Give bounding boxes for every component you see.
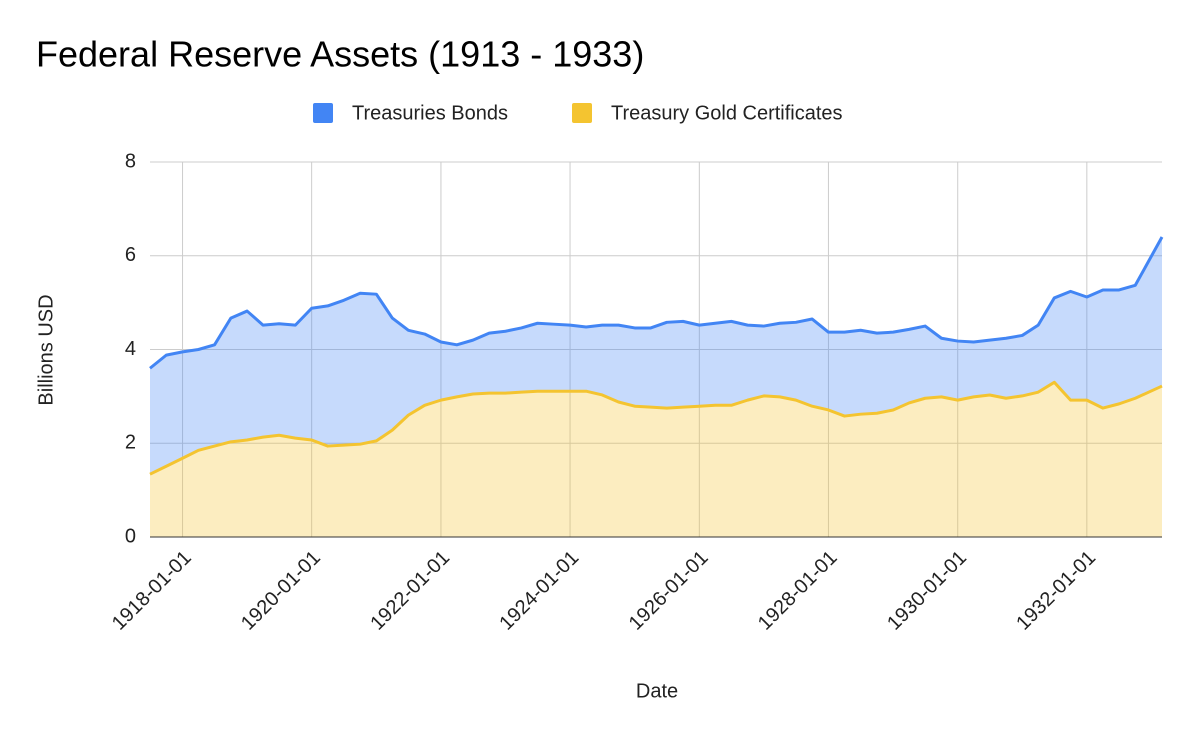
area-line (149, 236, 1164, 370)
x-tick-label: 1930-01-01 (883, 547, 971, 635)
y-tick-label: 8 (125, 150, 136, 172)
chart-title: Federal Reserve Assets (1913 - 1933) (36, 34, 644, 75)
x-tick-label: 1932-01-01 (1012, 547, 1100, 635)
x-tick-label: 1922-01-01 (366, 547, 454, 635)
x-tick-label: 1918-01-01 (108, 547, 196, 635)
x-axis-label: Date (636, 680, 678, 702)
x-tick-label: 1920-01-01 (237, 547, 325, 635)
y-tick-label: 2 (125, 432, 136, 454)
legend-label: Treasury Gold Certificates (611, 102, 843, 124)
y-tick-label: 6 (125, 244, 136, 266)
x-tick-label: 1924-01-01 (495, 547, 583, 635)
y-tick-label: 4 (125, 338, 136, 360)
legend-label: Treasuries Bonds (352, 102, 508, 124)
legend-swatch (572, 103, 592, 123)
area-fill (150, 237, 1162, 475)
x-tick-label: 1928-01-01 (754, 547, 842, 635)
legend-swatch (313, 103, 333, 123)
y-tick-label: 0 (125, 525, 136, 547)
y-axis-label: Billions USD (35, 294, 57, 405)
area-line (149, 380, 1163, 476)
x-tick-label: 1926-01-01 (625, 547, 713, 635)
